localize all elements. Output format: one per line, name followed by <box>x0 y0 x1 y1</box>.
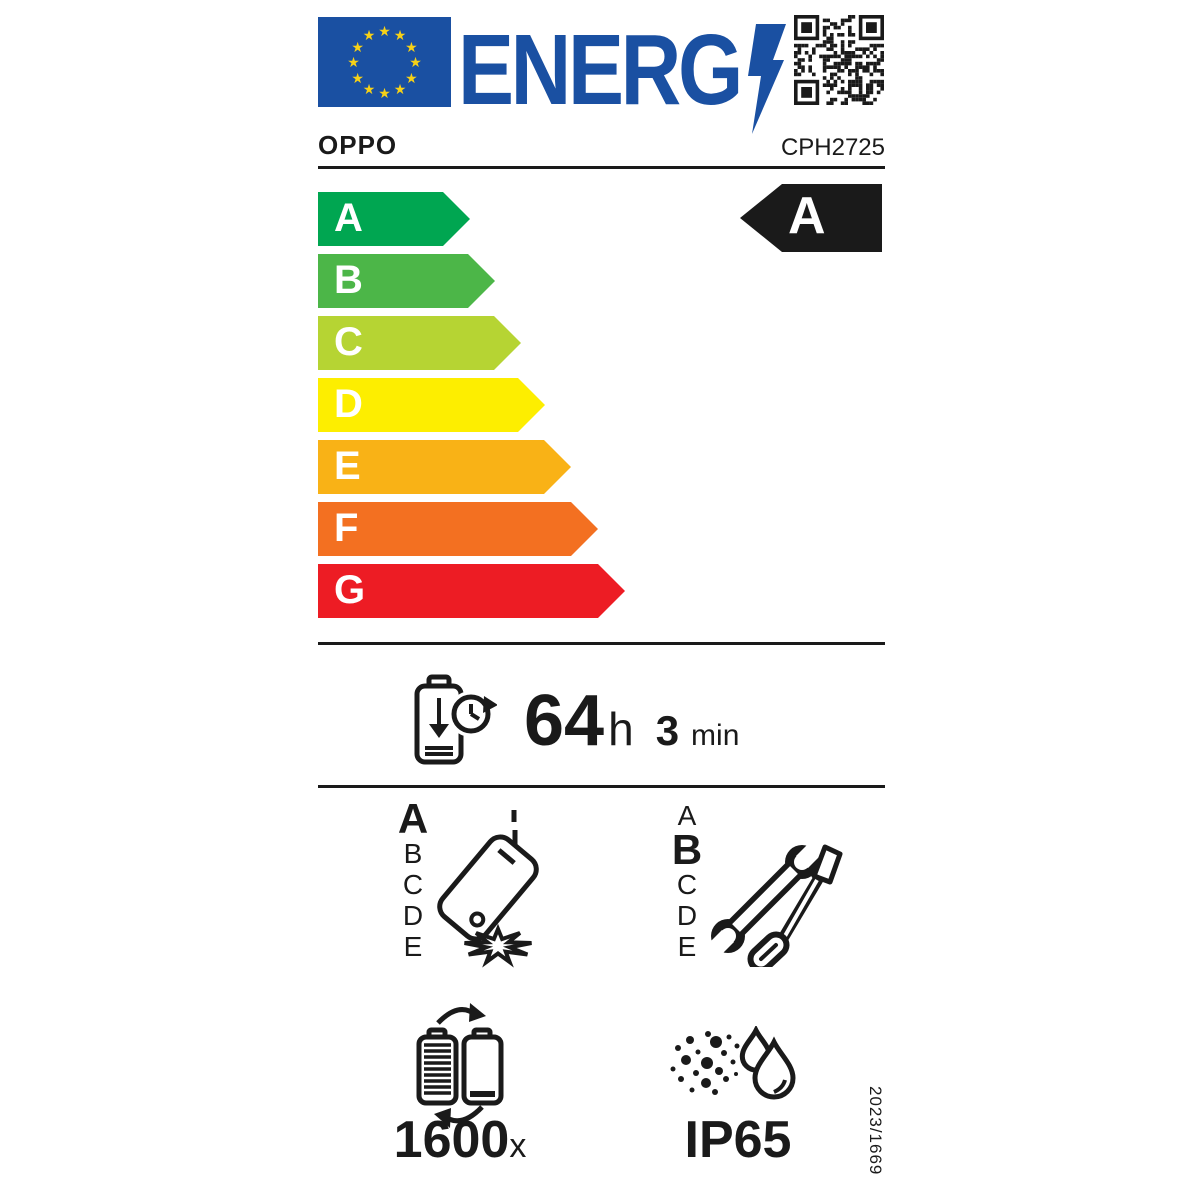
scale-grade-e: E <box>318 440 571 494</box>
class-letter: C <box>676 869 698 900</box>
grade-letter: B <box>334 258 363 302</box>
class-letter: A <box>677 800 697 831</box>
class-letter: B <box>403 838 423 869</box>
flag-star-icon: ★ <box>378 23 391 39</box>
grade-letter: C <box>334 320 363 364</box>
scale-grade-a: A <box>318 192 470 246</box>
lightning-bolt-icon <box>748 24 786 134</box>
repair-tools-icon <box>706 836 843 967</box>
scale-grade-b: B <box>318 254 495 308</box>
class-letter: D <box>676 900 698 931</box>
flag-star-icon: ★ <box>347 54 360 70</box>
grade-letter: G <box>334 568 366 612</box>
flag-star-icon: ★ <box>405 69 418 86</box>
scale-grade-d: D <box>318 378 545 432</box>
cycles-unit: x <box>509 1127 527 1165</box>
scale-grade-c: C <box>318 316 521 370</box>
grade-letter: D <box>334 382 363 426</box>
falling-phone-icon <box>437 810 539 968</box>
flag-star-icon: ★ <box>393 80 407 97</box>
class-letter: A <box>397 795 429 842</box>
battery-endurance-value: 64h 3 min <box>524 680 739 762</box>
free-fall-class-scale: A B C D E <box>390 795 436 963</box>
battery-cycles-icon <box>416 1003 504 1128</box>
class-letter: E <box>677 931 697 962</box>
divider <box>318 166 885 169</box>
endurance-minutes: 3 <box>655 707 680 754</box>
repairability-class-scale: A B C D E <box>664 800 710 962</box>
flag-star-icon: ★ <box>362 27 376 44</box>
class-letter: D <box>402 900 424 931</box>
battery-cycles-value: 1600x <box>360 1110 560 1170</box>
energy-wordmark: ENERG <box>458 14 743 126</box>
flag-star-icon: ★ <box>405 38 418 55</box>
class-letter: B <box>671 826 703 873</box>
flag-star-icon: ★ <box>362 80 376 97</box>
brand-name: OPPO <box>318 130 398 160</box>
cycles-number: 1600 <box>393 1111 510 1169</box>
flag-star-icon: ★ <box>351 69 364 86</box>
class-letter: E <box>403 931 423 962</box>
grade-letter: A <box>334 196 363 240</box>
energy-label: ★ ★ ★ ★ ★ ★ ★ ★ ★ ★ ★ ★ ENERG OPPO CPH2725 A B C D … <box>318 14 885 1194</box>
scale-grade-f: F <box>318 502 598 556</box>
class-letter: C <box>402 869 424 900</box>
divider <box>318 642 885 645</box>
regulation-number: 2023/1669 <box>866 1086 885 1176</box>
endurance-hours-unit: h <box>608 703 634 755</box>
grade-letter: F <box>334 506 359 550</box>
flag-star-icon: ★ <box>378 85 391 101</box>
endurance-hours: 64 <box>524 681 605 761</box>
model-number: CPH2725 <box>780 134 885 161</box>
rating-indicator-arrow: A <box>740 184 882 252</box>
scale-grade-g: G <box>318 564 625 618</box>
grade-letter: E <box>334 444 361 488</box>
qr-code <box>794 15 884 105</box>
flag-star-icon: ★ <box>351 38 364 55</box>
ingress-protection-rating: IP65 <box>684 1111 792 1169</box>
eu-flag-icon: ★ ★ ★ ★ ★ ★ ★ ★ ★ ★ ★ ★ <box>318 17 451 107</box>
flag-star-icon: ★ <box>393 27 407 44</box>
divider <box>318 785 885 788</box>
dust-water-icon <box>670 1026 796 1100</box>
battery-endurance-icon <box>414 674 497 765</box>
endurance-minutes-unit: min <box>691 719 740 752</box>
flag-star-icon: ★ <box>409 54 422 70</box>
